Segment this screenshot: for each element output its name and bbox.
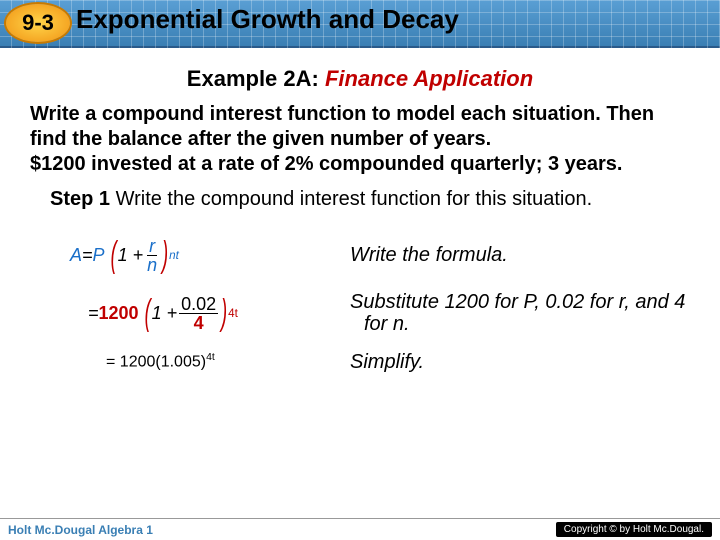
rparen-icon: ) [162, 234, 168, 276]
eq-2: = [88, 303, 99, 324]
formula-3-lhs: = 1200(1.005)4t [70, 352, 340, 371]
fraction-rn: r n [145, 237, 159, 274]
exp-4t: 4t [228, 307, 238, 320]
frac-num-002: 0.02 [179, 295, 218, 314]
section-badge: 9-3 [6, 4, 70, 42]
frac-den-4: 4 [192, 314, 206, 332]
problem-line2: $1200 invested at a rate of 2% compounde… [30, 153, 622, 175]
step-text: Write the compound interest function for… [116, 188, 593, 210]
example-subtitle: Finance Application [325, 66, 533, 91]
formula-3-rhs: Simplify. [340, 351, 690, 374]
example-label: Example 2A: [187, 66, 325, 91]
formula-row-1: A = P ( 1 + r n ) nt Write the formula. [70, 226, 690, 284]
var-P: P [93, 245, 105, 266]
slide-footer: Holt Mc.Dougal Algebra 1 Copyright © by … [0, 518, 720, 540]
lparen-icon: ( [111, 234, 117, 276]
formula-2-lhs: = 1200 ( 1 + 0.02 4 ) 4t [70, 295, 340, 332]
exp-4t-s: 4t [206, 352, 215, 363]
exp-nt: nt [169, 249, 179, 262]
frac-num-r: r [147, 237, 157, 256]
footer-textbook: Holt Mc.Dougal Algebra 1 [8, 523, 153, 537]
work-area: A = P ( 1 + r n ) nt Write the formula. [70, 226, 690, 382]
frac-den-n: n [145, 256, 159, 274]
one-plus-2: 1 + [152, 303, 178, 324]
rparen2-icon: ) [221, 292, 227, 334]
section-number: 9-3 [22, 10, 54, 36]
simplified-pre: = 1200(1.005) [106, 354, 206, 371]
problem-line1: Write a compound interest function to mo… [30, 103, 654, 150]
fraction-002-4: 0.02 4 [179, 295, 218, 332]
slide-header: 9-3 Exponential Growth and Decay [0, 0, 720, 48]
formula-1-rhs: Write the formula. [340, 244, 690, 267]
val-1200: 1200 [99, 303, 139, 324]
slide-title: Exponential Growth and Decay [76, 4, 459, 35]
var-A: A [70, 245, 82, 266]
one-plus-1: 1 + [118, 245, 144, 266]
footer-copyright: Copyright © by Holt Mc.Dougal. [556, 522, 712, 537]
example-heading: Example 2A: Finance Application [30, 66, 690, 92]
formula-1-lhs: A = P ( 1 + r n ) nt [70, 237, 340, 274]
problem-statement: Write a compound interest function to mo… [30, 102, 690, 177]
eq-1: = [82, 245, 93, 266]
step-label: Step 1 [50, 188, 116, 210]
formula-row-3: = 1200(1.005)4t Simplify. [70, 342, 690, 382]
slide-content: Example 2A: Finance Application Write a … [0, 48, 720, 382]
formula-row-2: = 1200 ( 1 + 0.02 4 ) 4t Substitute 1200… [70, 284, 690, 342]
lparen2-icon: ( [145, 292, 151, 334]
formula-2-rhs: Substitute 1200 for P, 0.02 for r, and 4… [340, 291, 690, 335]
step-1: Step 1 Write the compound interest funct… [50, 187, 690, 212]
